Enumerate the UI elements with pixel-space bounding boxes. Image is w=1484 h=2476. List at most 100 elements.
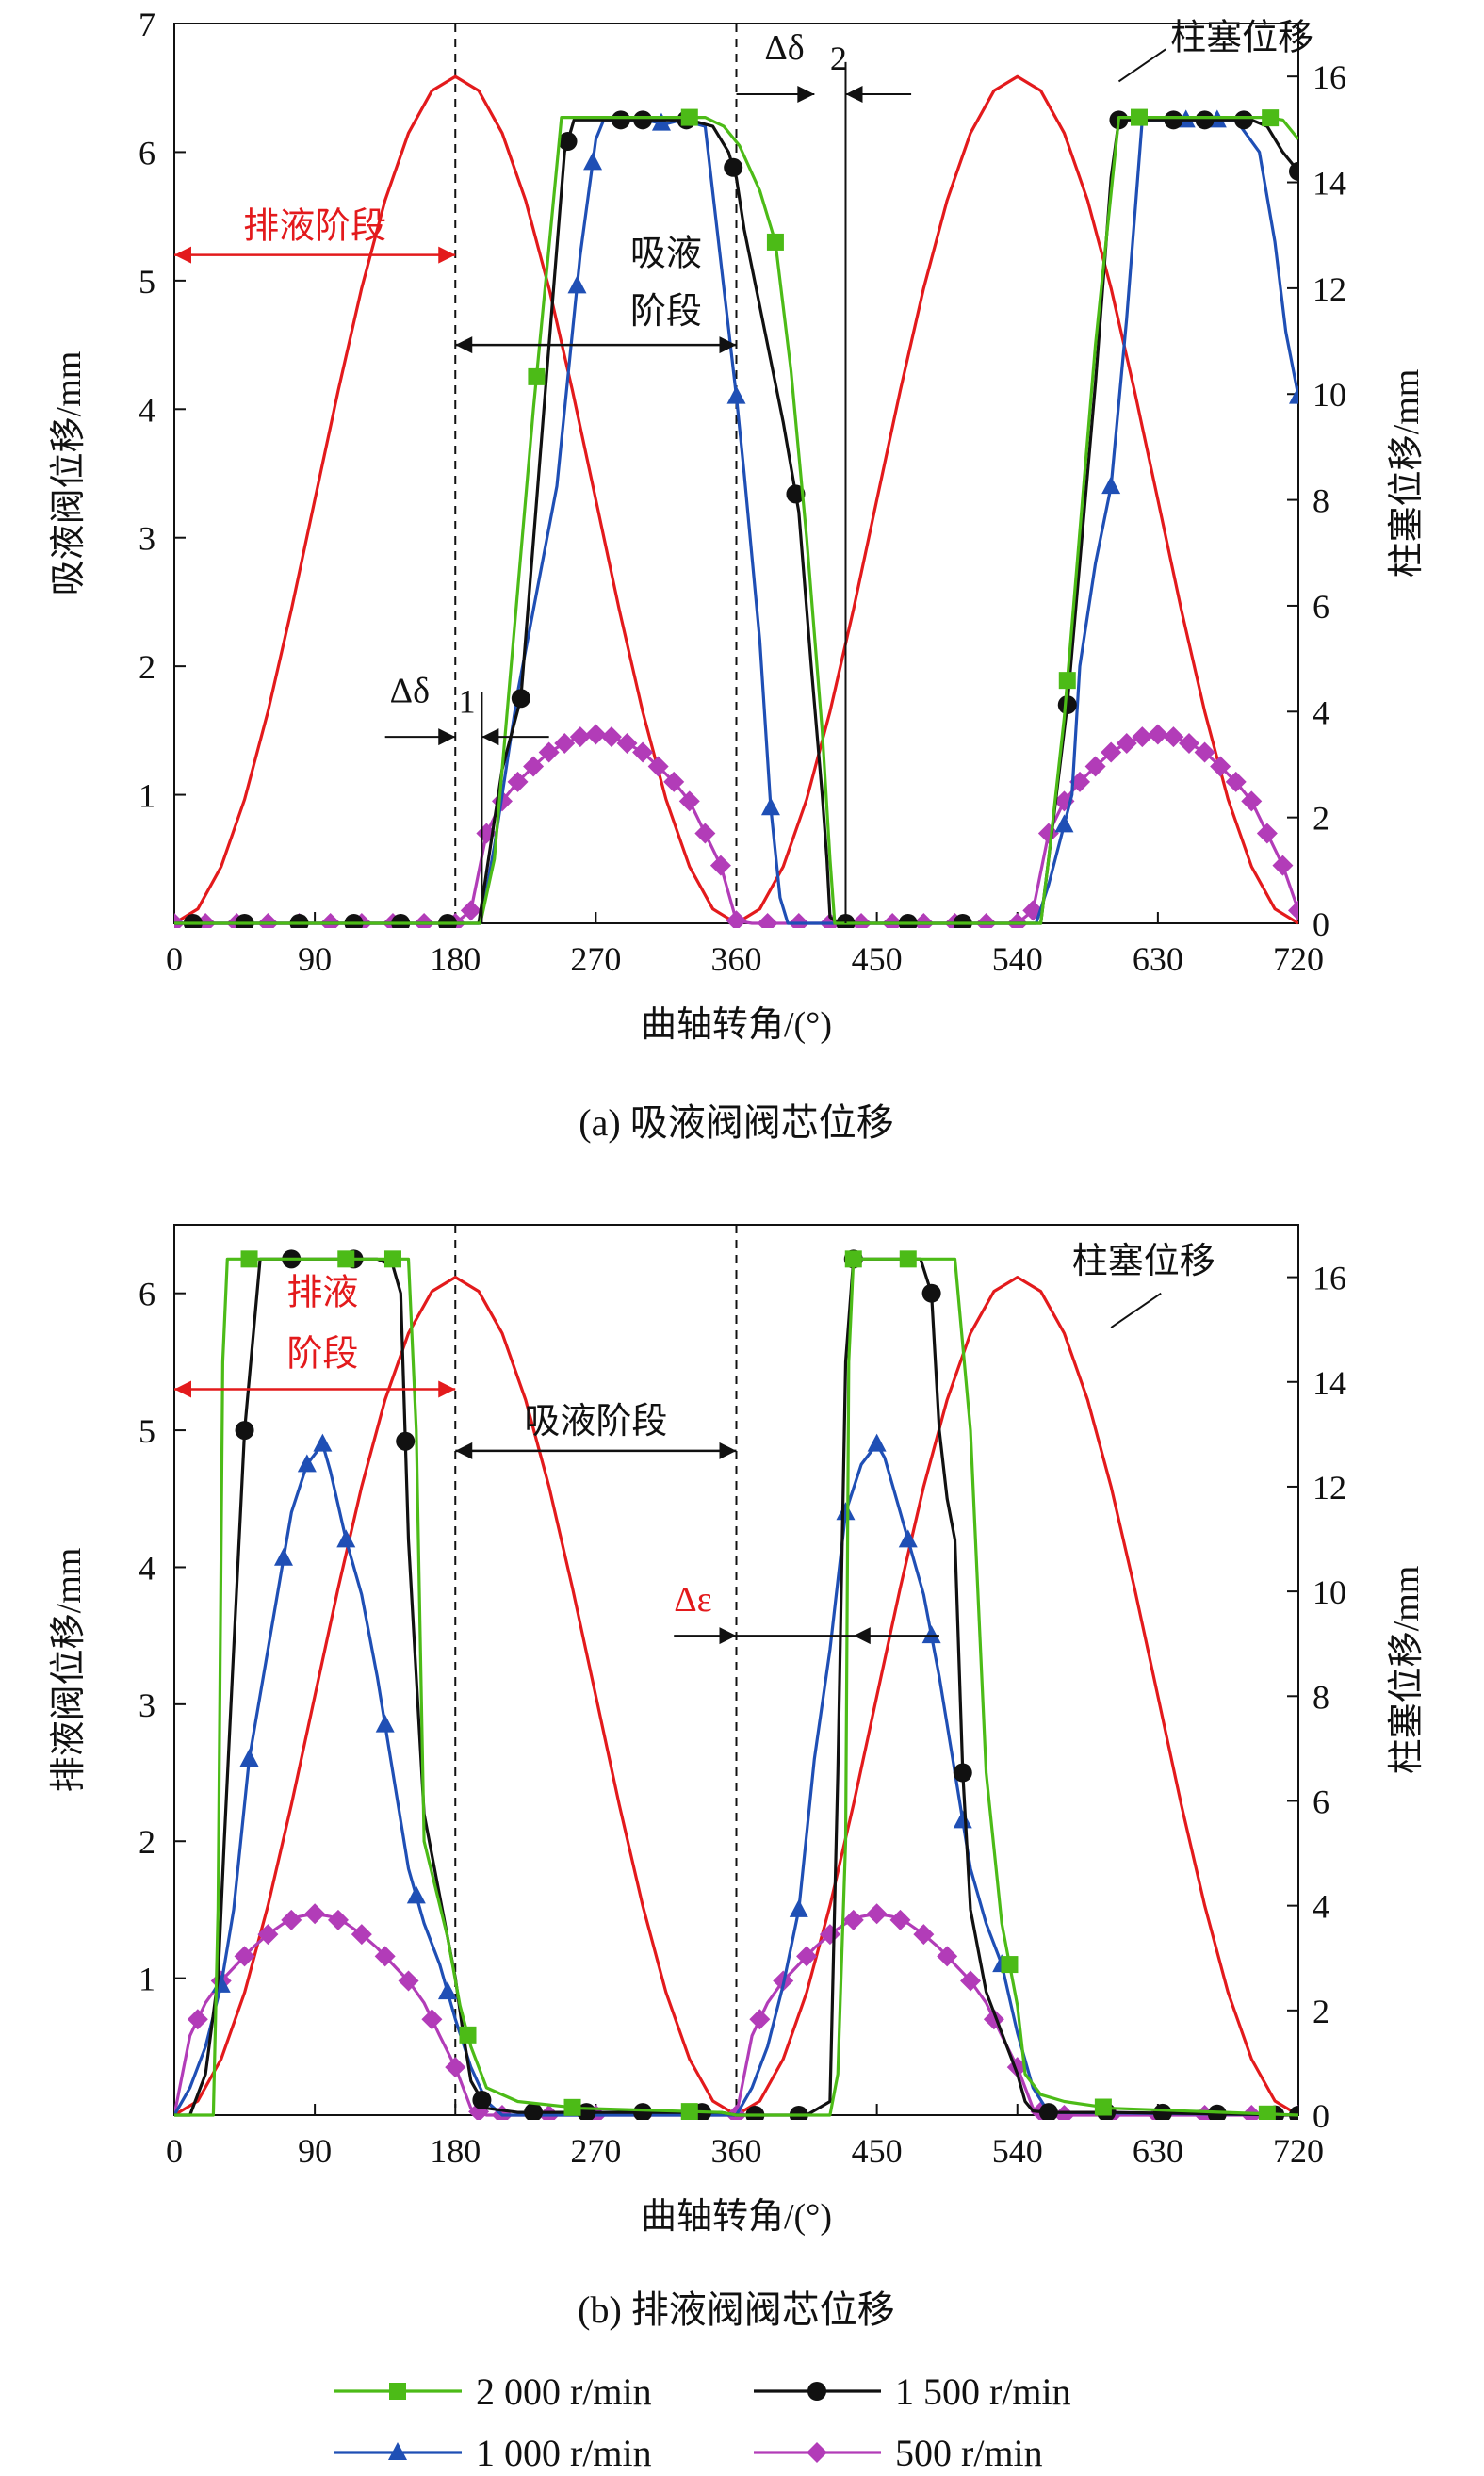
data-point [953,1763,972,1783]
data-point [1058,672,1076,690]
data-point [600,726,622,748]
data-point [523,756,545,777]
data-point [396,1431,416,1451]
data-point [336,1529,356,1548]
data-point [445,2057,466,2078]
arrow-head [719,1442,737,1459]
data-point [1163,726,1184,748]
data-point [351,1924,372,1946]
plunger-leader-line [1110,1292,1162,1328]
data-point [866,1903,888,1925]
x-tick-label: 90 [298,2132,332,2170]
legend-swatch-marker [388,2442,407,2460]
data-point [460,900,481,921]
data-point [538,741,560,763]
x-tick-label: 630 [1133,940,1183,978]
data-point [1069,771,1091,792]
x-tick-label: 270 [570,2132,621,2170]
y2-axis-title: 柱塞位移/mm [1387,369,1427,578]
y-tick-label: 3 [139,1686,155,1724]
arrow-head [481,728,499,746]
data-point [1132,726,1153,748]
data-point [913,1924,935,1946]
x-tick-label: 270 [570,940,621,978]
data-point [1057,695,1077,715]
suction-stage-label-1: 吸液 [630,234,702,273]
x-tick-label: 0 [166,2132,183,2170]
data-point [1037,823,1059,844]
plot-frame [173,23,1299,924]
arrow-head [845,86,863,104]
data-point [899,1250,917,1268]
arrow-head [719,1627,737,1645]
y2-tick-label: 16 [1313,1260,1346,1297]
data-point [1101,741,1122,763]
data-point [726,910,747,928]
data-point [1164,110,1183,130]
data-point [468,2101,490,2120]
series-layer [174,1249,1298,2120]
data-point [633,110,653,130]
y-axis-title: 排液阀位移/mm [49,1548,89,1793]
data-point [1289,385,1298,404]
data-point [281,1909,302,1930]
data-point [724,157,743,177]
y2-axis-title: 柱塞位移/mm [1387,1566,1427,1775]
y2-tick-label: 10 [1313,1573,1346,1611]
delta1-label: Δδ [390,671,430,710]
y2-tick-label: 2 [1313,800,1329,838]
data-point [796,1946,818,1967]
y2-tick-label: 2 [1313,1993,1329,2030]
data-point [524,2103,544,2120]
data-point [304,1903,326,1925]
discharge-stage-label-2: 阶段 [286,1335,358,1375]
data-point [898,1529,918,1548]
x-tick-label: 450 [852,940,903,978]
arrow-head [174,246,191,264]
delta2-label: Δδ [764,28,804,68]
y2-tick-label: 12 [1313,270,1346,308]
data-point [437,1981,457,2000]
data-point [239,1749,259,1767]
y-axis-title: 吸液阀位移/mm [49,351,89,596]
data-point [709,855,731,876]
y2-tick-label: 4 [1313,693,1329,731]
data-point [1130,108,1148,126]
y-tick-label: 1 [139,777,155,815]
data-point [867,1433,887,1452]
suction-stage-label: 吸液阶段 [524,1402,667,1442]
y-tick-label: 4 [139,1549,155,1587]
data-point [1289,161,1298,181]
data-point [678,790,700,812]
data-point [1288,900,1298,921]
y-tick-label: 2 [139,1823,155,1861]
data-point [398,1970,419,1992]
y2-tick-label: 12 [1313,1469,1346,1507]
data-point [632,741,654,763]
x-axis-title: 曲轴转角/(°) [641,1005,832,1045]
data-point [235,1421,254,1441]
x-tick-label: 720 [1273,940,1324,978]
panel-caption: (b) 排液阀阀芯位移 [578,2289,895,2331]
data-point [313,1433,333,1452]
legend-swatch-marker [389,2383,406,2400]
data-point [1258,2105,1276,2120]
data-point [569,726,591,748]
data-point [757,913,778,928]
data-point [844,1250,862,1268]
data-point [558,132,578,152]
data-point [1195,110,1215,130]
series-layer [174,74,1298,928]
data-point [234,1946,255,1967]
legend-item: 1 500 r/min [754,2370,1071,2413]
data-point [889,1909,911,1930]
data-point [694,823,716,844]
data-point [1084,756,1106,777]
y2-tick-label: 6 [1313,1783,1329,1820]
data-point [383,1250,401,1268]
data-point [583,152,603,171]
data-point [766,233,784,251]
arrow-head [797,86,815,104]
y2-tick-label: 4 [1313,1888,1329,1926]
